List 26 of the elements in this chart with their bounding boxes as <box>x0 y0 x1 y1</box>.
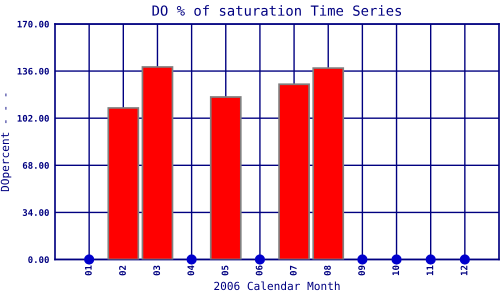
x-tick-label: 02 <box>119 266 126 276</box>
bar <box>278 83 310 260</box>
y-axis-title: DOpercent - - - <box>0 94 12 192</box>
y-tick-label: 34.00 <box>22 209 49 216</box>
x-axis-title: 2006 Calendar Month <box>214 281 340 290</box>
y-tick-label: 0.00 <box>28 256 49 264</box>
x-tick-label: 07 <box>290 266 297 276</box>
bar <box>142 66 174 260</box>
x-tick-label: 08 <box>324 266 331 276</box>
x-tick-label: 06 <box>256 266 263 276</box>
x-tick-label: 04 <box>187 265 194 276</box>
bar <box>210 96 242 260</box>
x-tick-label: 10 <box>392 266 400 276</box>
x-tick-label: 12 <box>460 266 468 276</box>
x-tick-label: 11 <box>426 265 434 276</box>
x-tick-label: 09 <box>358 266 366 276</box>
bar <box>312 67 344 260</box>
chart-title: DO % of saturation Time Series <box>152 5 402 16</box>
y-tick-label: 102.00 <box>18 114 49 122</box>
x-tick-label: 05 <box>222 266 228 276</box>
x-tick-label: 01 <box>84 265 92 276</box>
y-tick-label: 170.00 <box>18 20 49 28</box>
bar <box>107 107 140 260</box>
x-tick-label: 03 <box>153 266 160 276</box>
y-tick-label: 136.00 <box>18 68 49 75</box>
y-tick-label: 68.00 <box>22 162 49 169</box>
